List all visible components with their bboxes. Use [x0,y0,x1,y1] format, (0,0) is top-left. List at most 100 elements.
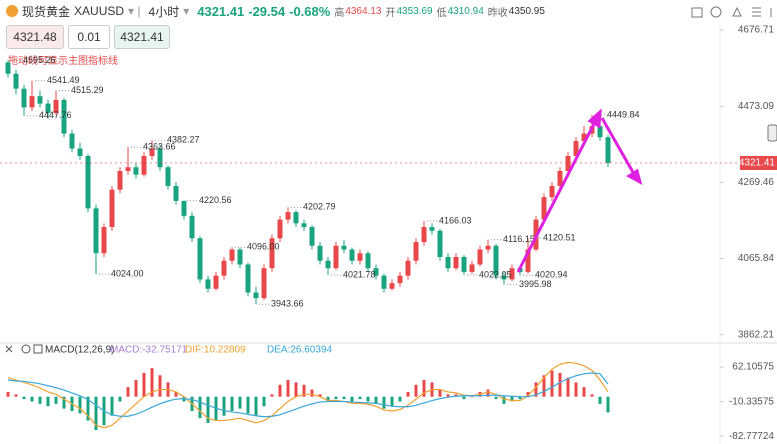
period[interactable]: 4小时 [148,4,180,19]
y-tick-label: 4269.46 [738,177,775,188]
lot-input[interactable]: 0.01 [68,25,110,49]
candle-body [429,227,435,231]
annotation: 4022.05 [479,269,512,279]
candle-body [173,185,179,201]
candle-body [389,283,395,289]
last-price-label: 4321.41 [739,158,776,169]
candle-body [301,223,307,228]
candle-body [341,245,347,250]
label: 高 [334,7,345,19]
macd-bar [62,396,66,409]
macd-bar [230,396,234,412]
macd-bar [574,382,578,397]
tool-icon[interactable] [710,6,722,18]
sell-button[interactable]: 4321.48 [6,25,64,49]
macd-bar [566,377,570,397]
candle-body [469,264,475,272]
candle-body [229,249,235,261]
macd-bar [590,394,594,397]
expand-icon[interactable] [33,344,43,354]
open: 4353.69 [396,5,433,17]
macd-bar [222,396,226,416]
candle-body [597,126,603,138]
settings-icon[interactable] [21,344,31,354]
candle-body [413,242,419,261]
candle-body [501,275,507,280]
tool-icon[interactable] [752,7,761,17]
tool-icon[interactable] [732,6,742,17]
candle-body [5,62,11,74]
gold-icon [6,5,18,17]
macd-bar [494,396,498,400]
candle-body [453,256,459,269]
macd-bar [582,387,586,397]
dropdown[interactable]: ▾ | [128,4,141,18]
candle-body [253,292,259,299]
macd-bar [86,396,90,421]
candle-body [309,227,315,246]
annotation: 4020.94 [535,270,568,280]
candle-body [37,96,43,104]
close-icon[interactable] [5,345,13,353]
dropdown[interactable]: ▾ [183,4,190,18]
macd-bar [238,396,242,409]
annotation: 3995.98 [519,279,552,289]
change: -29.54 [248,3,286,19]
annotation: 4449.84 [607,109,640,119]
macd-value: MACD:-32.75171 [110,345,188,356]
macd-bar [110,396,114,416]
candle-body [485,245,491,250]
macd-bar [510,396,514,402]
macd-bar [518,396,522,400]
macd-bar [270,394,274,397]
candle-body [349,249,355,261]
macd-bar [326,396,330,402]
candle-body [101,227,107,254]
legend-entry: DIF:10.22809 [185,345,246,356]
symbol-code[interactable]: XAUUSD [74,4,125,18]
annotation: 4363.66 [143,142,176,152]
high: 4364.13 [345,5,382,17]
candle-body [581,133,587,142]
candle-body [157,148,163,168]
y-tick-label: 3862.21 [738,329,775,340]
toolbar [691,6,777,142]
macd-bar [278,384,282,397]
macd-bar [198,396,202,419]
candle-body [69,133,75,149]
candle-body [381,275,387,289]
candle-body [285,212,291,220]
annotation: 4202.79 [303,202,336,212]
macd-bar [294,382,298,397]
annotation: 4220.56 [199,195,232,205]
annotation: 4595.26 [23,55,56,65]
annotation: 4021.78 [343,269,376,279]
candle-body [269,238,275,269]
macd-bar [350,396,354,402]
macd-bar [398,396,402,402]
annotation: 3943.66 [271,299,304,309]
side-tab[interactable] [767,124,777,142]
candle-body [509,268,515,280]
macd-bar [598,396,602,404]
last-price-box [740,155,777,170]
macd-bar [470,396,474,398]
symbol-name[interactable]: 现货黄金 [22,4,71,19]
annotation: 4120.51 [543,232,576,242]
candle-body [133,167,139,175]
macd-bar [382,396,386,409]
macd-bar [14,394,18,397]
y-tick-label: 4676.71 [738,25,775,36]
macd-bar [118,396,122,402]
candle-body [317,245,323,261]
macd-bar [6,391,10,397]
annotation: 4515.29 [71,85,104,95]
buy-button[interactable]: 4321.41 [114,25,170,49]
macd-bar [606,396,610,413]
macd-bar [246,396,250,414]
label: 昨收 [487,7,508,19]
macd-bar [126,387,130,397]
macd-bar [22,396,26,400]
macd-bar [174,391,178,397]
tool-icon[interactable] [691,7,703,18]
